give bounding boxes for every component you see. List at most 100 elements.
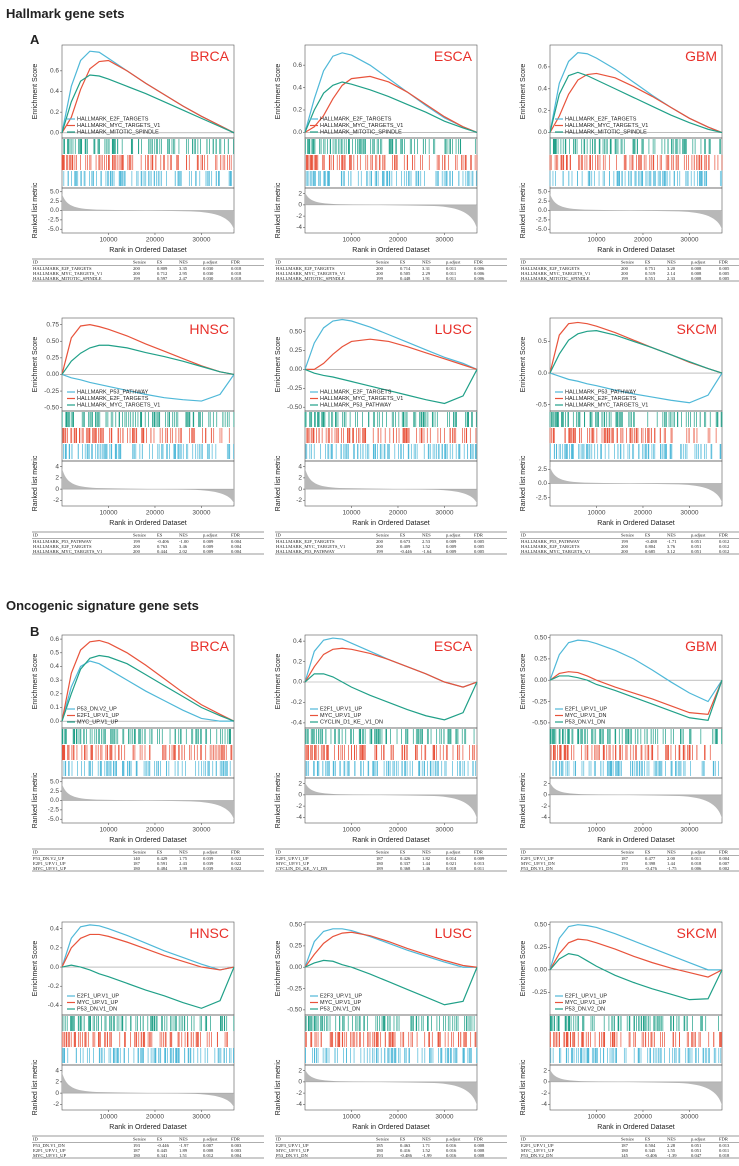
table-cell: 1.51 xyxy=(179,1153,188,1158)
y-axis-label: Enrichment Score xyxy=(520,654,527,710)
table-cell: 140 xyxy=(133,856,141,861)
metric-tick-label: -4 xyxy=(541,1101,547,1108)
metric-axis-label: Ranked list metric xyxy=(32,182,39,238)
es-curve xyxy=(304,673,478,721)
table-cell: 0.008 xyxy=(691,271,702,276)
y-tick-label: 0.25 xyxy=(534,944,547,951)
table-cell: 0.005 xyxy=(474,539,485,544)
y-tick-label: -0.50 xyxy=(287,1007,302,1014)
legend-label: HALLMARK_E2F_TARGETS xyxy=(77,396,149,402)
table-cell: 2.47 xyxy=(179,276,188,281)
table-cell: 3.31 xyxy=(422,266,431,271)
table-cell: 187 xyxy=(621,856,629,861)
metric-axis-label: Ranked list metric xyxy=(520,772,527,828)
es-curve xyxy=(304,647,478,688)
table-cell: 0.504 xyxy=(645,1143,656,1148)
es-curve xyxy=(61,344,235,376)
metric-frame xyxy=(304,460,478,507)
table-cell: 0.009 xyxy=(474,856,485,861)
table-cell: 1.46 xyxy=(422,866,431,871)
table-cell: 0.013 xyxy=(719,1143,730,1148)
metric-tick-label: 5.0 xyxy=(538,188,547,195)
table-cell: 0.030 xyxy=(203,271,214,276)
table-cell: 2.29 xyxy=(422,271,431,276)
x-tick-label: 10000 xyxy=(342,827,360,834)
y-tick-label: 0.0 xyxy=(538,370,547,377)
metric-tick-label: -4 xyxy=(541,814,547,821)
table-cell: 0.429 xyxy=(157,856,168,861)
table-header: ID xyxy=(276,260,282,265)
table-cell: 0.005 xyxy=(719,271,730,276)
table-cell: 0.012 xyxy=(203,1153,214,1158)
legend-label: E2F1_UP.V1_UP xyxy=(77,713,119,719)
table-cell: 0.008 xyxy=(691,266,702,271)
y-tick-label: 0.5 xyxy=(538,338,547,345)
table-cell: 0.006 xyxy=(474,276,485,281)
legend-label: P53_DN.V1_DN xyxy=(320,1006,360,1012)
table-cell: 0.004 xyxy=(231,539,242,544)
table-cell: 0.597 xyxy=(157,276,168,281)
es-curve xyxy=(304,81,478,133)
table-header: ID xyxy=(521,260,527,265)
table-header: ES xyxy=(400,1137,406,1142)
table-header: NES xyxy=(667,1137,676,1142)
table-cell: MYC_UP.V1_UP xyxy=(33,1153,67,1158)
table-cell: MYC_UP.V1_UP xyxy=(276,861,310,866)
table-cell: -0.406 xyxy=(157,539,170,544)
metric-axis-label: Ranked list metric xyxy=(520,1059,527,1115)
table-cell: HALLMARK_P53_PATHWAY xyxy=(521,539,581,544)
metric-tick-label: 2.5 xyxy=(50,788,59,795)
es-curve xyxy=(61,660,234,722)
table-cell: 0.016 xyxy=(446,1153,457,1158)
table-cell: E2F1_UP.V1_UP xyxy=(33,1148,66,1153)
panel-title: GBM xyxy=(685,638,717,654)
y-tick-label: -0.25 xyxy=(532,698,547,705)
table-header: FDR xyxy=(474,260,484,265)
y-tick-label: 0.00 xyxy=(46,371,59,378)
table-cell: 2.33 xyxy=(667,276,676,281)
table-header: NES xyxy=(422,850,431,855)
x-tick-label: 20000 xyxy=(389,237,407,244)
metric-tick-label: -4 xyxy=(296,814,302,821)
gsea-panel: -0.50 -0.25 0.00 0.25 0.50 Enrichment Score LU… xyxy=(275,317,507,555)
table-cell: 199 xyxy=(133,276,141,281)
y-tick-label: 0.50 xyxy=(534,634,547,641)
y-tick-label: 0.1 xyxy=(50,704,59,711)
table-cell: HALLMARK_MYC_TARGETS_V1 xyxy=(33,271,103,276)
table-cell: 0.519 xyxy=(645,271,656,276)
table-header: Setsize xyxy=(621,260,634,265)
table-cell: 200 xyxy=(621,549,629,554)
table-cell: HALLMARK_MITOTIC_SPINDLE xyxy=(33,276,102,281)
es-curve xyxy=(61,964,235,1009)
table-header: p.adjust xyxy=(203,1137,218,1142)
table-cell: 0.008 xyxy=(474,1153,485,1158)
table-cell: 2.02 xyxy=(179,549,188,554)
y-tick-label: 0.6 xyxy=(293,62,302,69)
panel-title: ESCA xyxy=(434,638,473,654)
es-curve xyxy=(549,72,723,134)
y-axis-label: Enrichment Score xyxy=(32,337,39,393)
table-header: ID xyxy=(33,1137,39,1142)
table-cell: 0.012 xyxy=(719,544,730,549)
table-cell: P53_DN.V1_DN xyxy=(521,866,553,871)
table-cell: 170 xyxy=(621,861,629,866)
table-cell: MYC_UP.V1_UP xyxy=(276,1148,310,1153)
legend-label: MYC_UP.V1_UP xyxy=(320,1000,361,1006)
metric-tick-label: 0 xyxy=(298,792,302,799)
panel-title: ESCA xyxy=(434,48,473,64)
table-cell: HALLMARK_MITOTIC_SPINDLE xyxy=(276,276,345,281)
legend-label: CYCLIN_D1_KE_.V1_DN xyxy=(320,719,383,725)
table-cell: P53_DN.V2_UP xyxy=(33,856,64,861)
table-header: p.adjust xyxy=(446,1137,461,1142)
table-cell: 0.003 xyxy=(231,1143,242,1148)
y-tick-label: 0.00 xyxy=(289,964,302,971)
table-header: Setsize xyxy=(133,533,146,538)
metric-tick-label: 2.5 xyxy=(50,198,59,205)
table-cell: 0.011 xyxy=(719,1148,730,1153)
gsea-panel: -0.50 -0.25 0.00 0.25 0.50 Enrichment Score GB… xyxy=(520,634,739,872)
table-cell: HALLMARK_MYC_TARGETS_V1 xyxy=(276,271,346,276)
metric-area xyxy=(305,192,477,229)
metric-axis-label: Ranked list metric xyxy=(275,455,282,511)
x-axis-label: Rank in Ordered Dataset xyxy=(109,1124,186,1131)
table-cell: 0.039 xyxy=(203,861,214,866)
